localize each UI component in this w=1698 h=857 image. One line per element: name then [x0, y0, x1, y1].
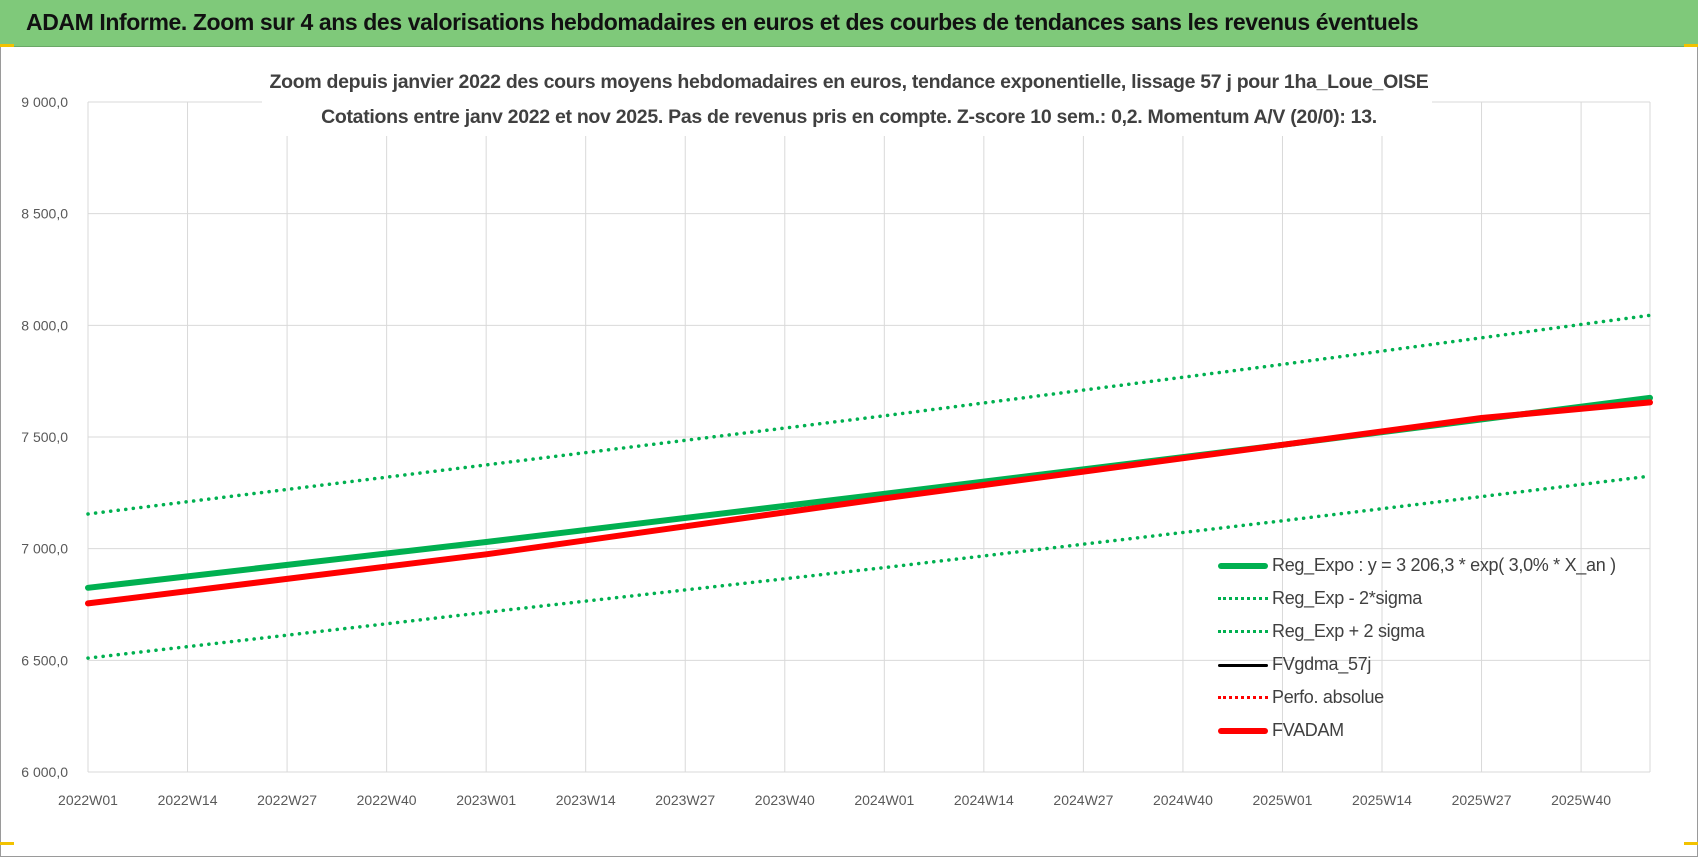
- header-banner: ADAM Informe. Zoom sur 4 ans des valoris…: [0, 0, 1698, 47]
- legend-label-reg-expo: Reg_Expo : y = 3 206,3 * exp( 3,0% * X_a…: [1272, 555, 1616, 575]
- y-tick-label: 7 000,0: [21, 541, 68, 557]
- legend-label-reg-exp-plus: Reg_Exp + 2 sigma: [1272, 621, 1425, 641]
- corner-mark: [0, 842, 14, 845]
- banner-title: ADAM Informe. Zoom sur 4 ans des valoris…: [26, 9, 1419, 35]
- series-line: [86, 313, 1652, 516]
- x-tick-label: 2025W14: [1352, 792, 1412, 808]
- y-tick-label: 6 000,0: [21, 764, 68, 780]
- x-tick-label: 2025W27: [1452, 792, 1512, 808]
- legend-swatch-fvadam: [1218, 728, 1268, 734]
- y-tick-label: 8 000,0: [21, 317, 68, 333]
- legend-label-reg-exp-minus: Reg_Exp - 2*sigma: [1272, 588, 1422, 608]
- legend-label-fvgdma: FVgdma_57j: [1272, 654, 1372, 674]
- chart-title-line2: Cotations entre janv 2022 et nov 2025. P…: [321, 106, 1377, 128]
- corner-mark: [1684, 44, 1698, 47]
- x-tick-label: 2025W40: [1551, 792, 1611, 808]
- x-tick-label: 2024W01: [854, 792, 914, 808]
- x-tick-label: 2023W14: [556, 792, 616, 808]
- x-tick-label: 2022W14: [158, 792, 218, 808]
- x-tick-label: 2022W27: [257, 792, 317, 808]
- legend-label-perfo-absolue: Perfo. absolue: [1272, 687, 1384, 707]
- x-tick-label: 2022W40: [357, 792, 417, 808]
- x-tick-label: 2023W40: [755, 792, 815, 808]
- legend-swatch-reg-exp-minus: [1218, 597, 1268, 601]
- chart-title-background: [262, 66, 1432, 136]
- x-tick-label: 2024W40: [1153, 792, 1213, 808]
- corner-mark: [1684, 842, 1698, 845]
- chart-title-line1: Zoom depuis janvier 2022 des cours moyen…: [269, 71, 1429, 93]
- legend-label-fvadam: FVADAM: [1272, 720, 1344, 740]
- x-tick-label: 2025W01: [1253, 792, 1313, 808]
- y-tick-label: 6 500,0: [21, 652, 68, 668]
- y-tick-label: 8 500,0: [21, 206, 68, 222]
- y-tick-label: 9 000,0: [21, 94, 68, 110]
- legend-swatch-perfo-absolue: [1218, 696, 1268, 700]
- x-tick-label: 2023W27: [655, 792, 715, 808]
- y-tick-label: 7 500,0: [21, 429, 68, 445]
- x-tick-label: 2022W01: [58, 792, 118, 808]
- series-line: [85, 399, 1653, 607]
- series-line: [86, 474, 1652, 660]
- x-tick-label: 2024W14: [954, 792, 1014, 808]
- legend-swatch-reg-exp-plus: [1218, 630, 1268, 634]
- legend-swatch-reg-expo: [1218, 563, 1268, 569]
- corner-mark: [0, 44, 14, 47]
- x-tick-label: 2024W27: [1053, 792, 1113, 808]
- x-tick-label: 2023W01: [456, 792, 516, 808]
- legend-swatch-fvgdma: [1218, 663, 1268, 667]
